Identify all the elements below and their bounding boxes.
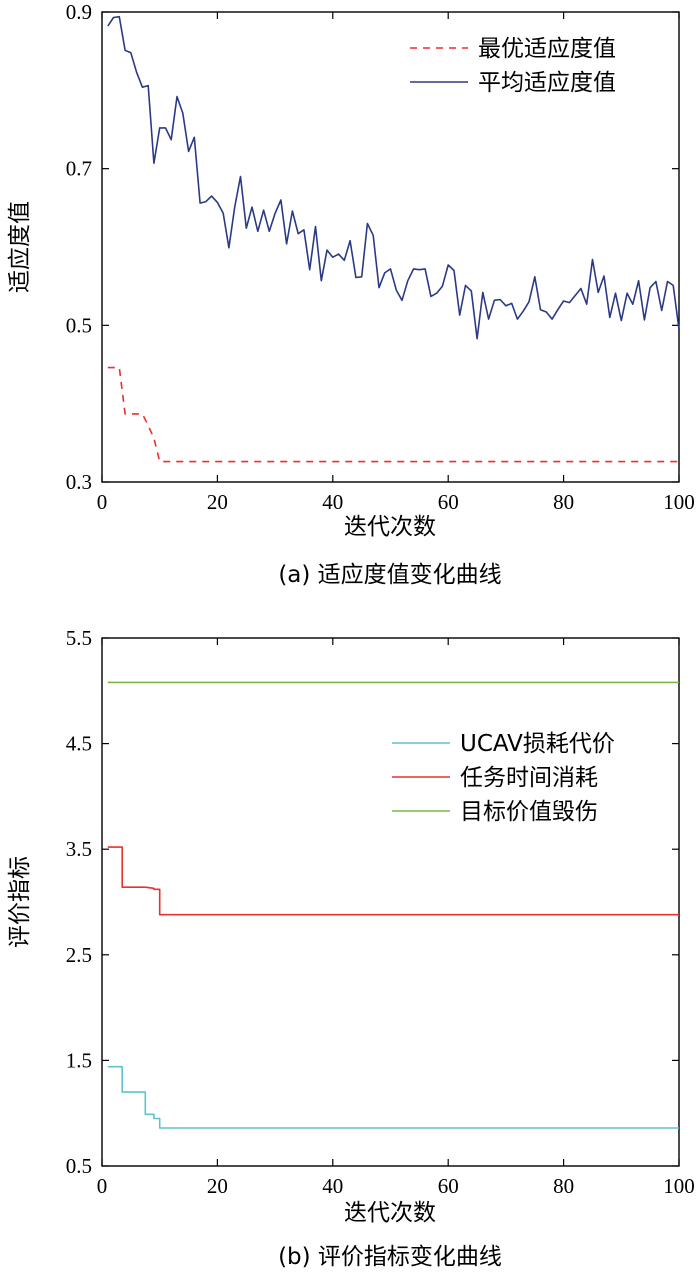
- y-tick-label: 1.5: [66, 1048, 92, 1072]
- x-tick-label: 60: [438, 1174, 459, 1198]
- y-axis: 0.3 0.5 0.7 0.9: [66, 0, 679, 494]
- y-axis-title: 评价指标: [7, 856, 33, 948]
- x-tick-label: 40: [322, 490, 343, 514]
- x-axis: 0 20 40 60 80 100: [97, 638, 695, 1198]
- legend-label: UCAV损耗代价: [460, 731, 615, 757]
- series-line-2: [107, 15, 680, 340]
- x-tick-label: 40: [322, 1174, 343, 1198]
- y-tick-label: 0.5: [66, 1154, 92, 1178]
- x-tick-label: 0: [97, 490, 108, 514]
- legend-label: 任务时间消耗: [460, 765, 598, 791]
- chart-caption: (b) 评价指标变化曲线: [278, 1244, 502, 1270]
- y-tick-label: 4.5: [66, 732, 92, 756]
- y-tick-label: 0.3: [66, 470, 92, 494]
- y-tick-label: 0.9: [66, 0, 92, 24]
- series-layer: [107, 15, 680, 463]
- series-line-2: [107, 846, 679, 916]
- y-axis: 0.5 1.5 2.5 3.5 4.5 5.5: [66, 626, 679, 1178]
- x-tick-label: 20: [207, 490, 228, 514]
- series-line-1: [107, 1065, 679, 1129]
- x-tick-label: 80: [553, 1174, 574, 1198]
- x-axis: 0 20 40 60 80 100: [97, 12, 695, 514]
- chart-panel-indicators: 0 20 40 60 80 100 0.5 1.5 2.5 3.5 4.5 5.5 UCAV损耗代价…: [7, 626, 695, 1270]
- y-tick-label: 0.7: [66, 157, 92, 181]
- y-tick-label: 2.5: [66, 943, 92, 967]
- x-tick-label: 60: [438, 490, 459, 514]
- chart-caption: (a) 适应度值变化曲线: [278, 562, 501, 588]
- y-tick-label: 3.5: [66, 837, 92, 861]
- y-tick-label: 0.5: [66, 313, 92, 337]
- x-tick-label: 100: [663, 1174, 695, 1198]
- plot-frame: [101, 637, 680, 1167]
- series-layer: [107, 681, 679, 1129]
- y-tick-label: 5.5: [66, 626, 92, 650]
- x-tick-label: 0: [97, 1174, 108, 1198]
- legend-label: 最优适应度值: [478, 36, 616, 62]
- x-axis-title: 迭代次数: [344, 1200, 436, 1226]
- plot-frame: [101, 11, 680, 483]
- series-line-1: [107, 366, 679, 463]
- x-axis-title: 迭代次数: [344, 514, 436, 540]
- y-axis-title: 适应度值: [7, 201, 33, 293]
- x-tick-label: 80: [553, 490, 574, 514]
- x-tick-label: 20: [207, 1174, 228, 1198]
- x-tick-label: 100: [663, 490, 695, 514]
- legend-label: 平均适应度值: [478, 70, 616, 96]
- legend-label: 目标价值毁伤: [460, 799, 598, 825]
